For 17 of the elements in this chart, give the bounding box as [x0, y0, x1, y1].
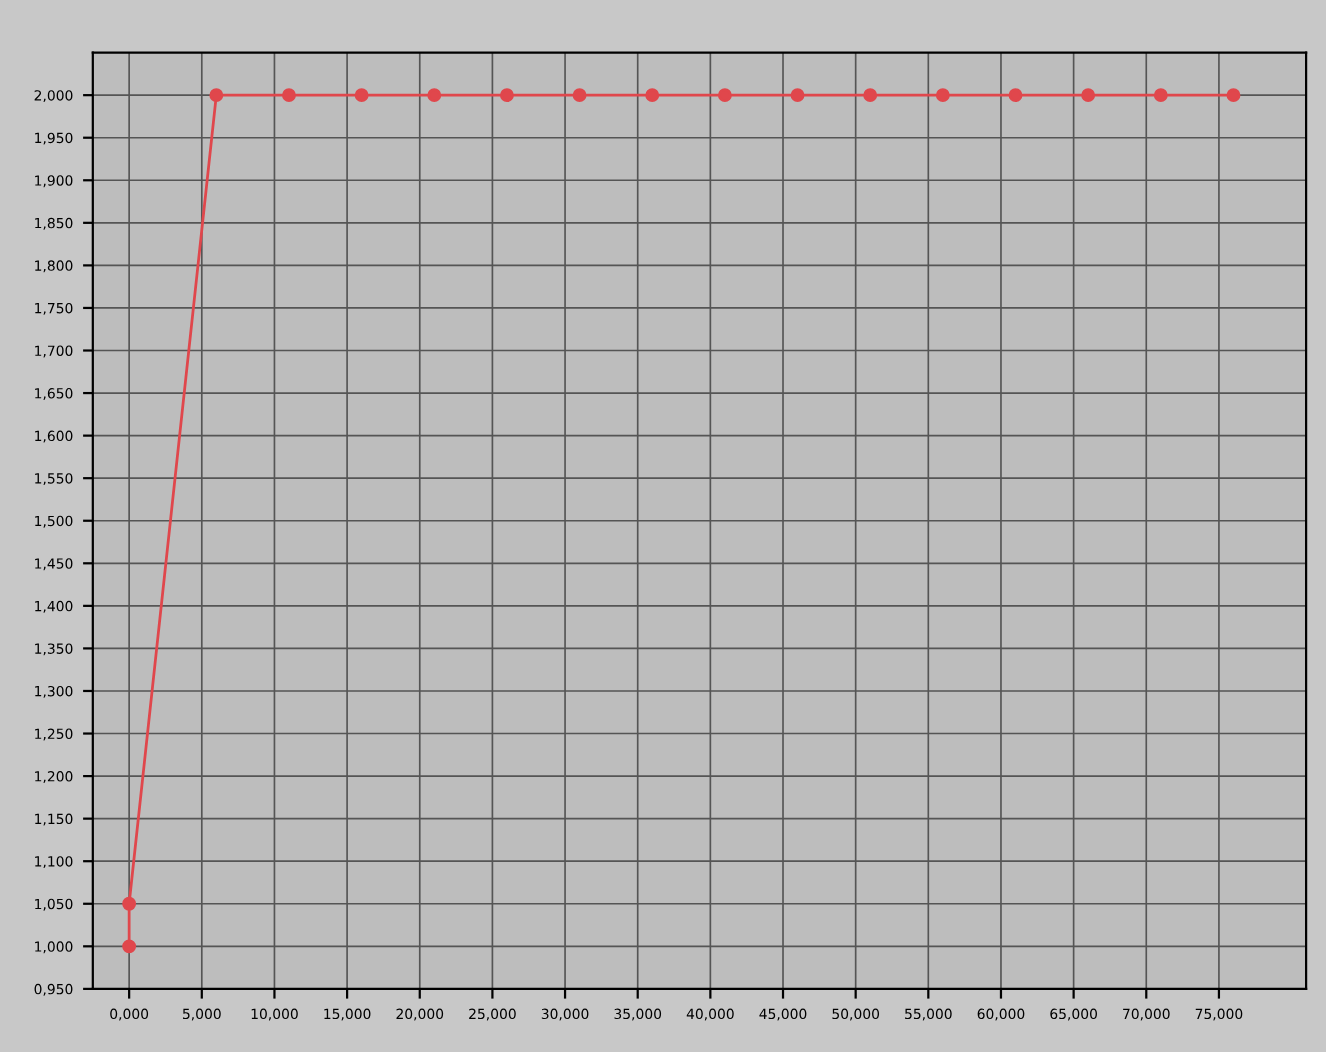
- point: [1153, 88, 1168, 103]
- point: [122, 896, 137, 911]
- point: [1226, 88, 1241, 103]
- point: [935, 88, 950, 103]
- point: [354, 88, 369, 103]
- point: [1008, 88, 1023, 103]
- point: [1081, 88, 1096, 103]
- point: [572, 88, 587, 103]
- point: [122, 939, 137, 954]
- point: [282, 88, 296, 103]
- point: [863, 88, 878, 103]
- point: [717, 88, 732, 103]
- point: [427, 88, 442, 103]
- point: [645, 88, 660, 103]
- point: [790, 88, 805, 103]
- point: [499, 88, 514, 103]
- point: [209, 88, 224, 103]
